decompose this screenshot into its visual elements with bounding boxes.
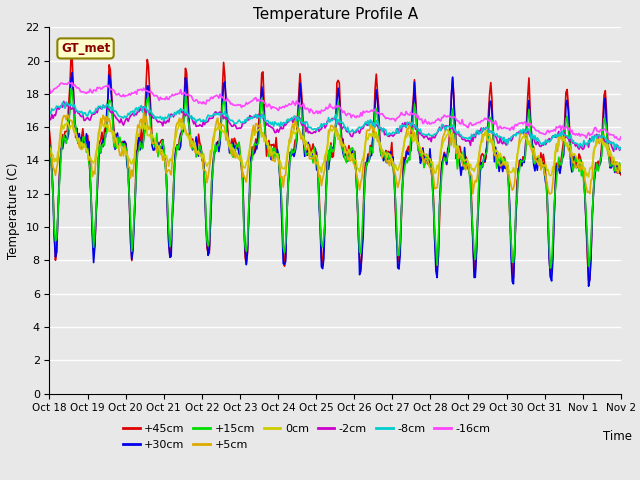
+30cm [288,153,296,158]
+5cm [45,149,53,155]
-8cm [225,115,232,120]
+45cm [68,55,76,60]
+45cm [585,277,593,283]
Line: +15cm: +15cm [49,88,621,268]
+15cm [567,145,575,151]
-8cm [62,99,70,105]
Line: +45cm: +45cm [49,58,621,280]
+45cm [288,149,296,155]
+45cm [394,247,401,252]
+5cm [367,125,374,131]
-8cm [566,135,573,141]
Line: -8cm: -8cm [49,102,621,149]
-8cm [394,131,401,136]
-8cm [616,146,623,152]
-2cm [60,98,68,104]
0cm [288,135,296,141]
-16cm [394,115,401,120]
-8cm [467,136,474,142]
-16cm [288,101,296,107]
-8cm [288,117,296,123]
Y-axis label: Temperature (C): Temperature (C) [7,162,20,259]
-16cm [616,137,623,143]
Line: +30cm: +30cm [49,73,621,286]
+30cm [367,153,374,159]
-2cm [225,119,232,124]
-16cm [45,86,53,92]
+30cm [585,283,593,289]
+5cm [288,125,296,131]
+45cm [467,171,474,177]
0cm [45,145,53,151]
+5cm [225,137,232,143]
+5cm [469,191,477,197]
-8cm [617,145,625,151]
-8cm [367,117,374,123]
+5cm [394,185,401,191]
-2cm [45,117,53,122]
+15cm [547,265,554,271]
-2cm [394,126,401,132]
+15cm [67,85,75,91]
+30cm [394,265,401,271]
0cm [394,168,401,173]
Legend: +45cm, +30cm, +15cm, +5cm, 0cm, -2cm, -8cm, -16cm: +45cm, +30cm, +15cm, +5cm, 0cm, -2cm, -8… [118,420,495,454]
+30cm [225,139,232,145]
+15cm [394,252,401,258]
Line: -2cm: -2cm [49,101,621,151]
Title: Temperature Profile A: Temperature Profile A [253,7,418,22]
+30cm [617,163,625,169]
0cm [467,162,474,168]
-2cm [288,115,296,121]
+15cm [45,142,53,148]
+45cm [225,136,232,142]
0cm [175,119,183,125]
-16cm [225,97,232,103]
+45cm [367,143,374,148]
Line: 0cm: 0cm [49,122,621,177]
+30cm [566,135,573,141]
+5cm [467,171,474,177]
Line: +5cm: +5cm [49,113,621,194]
-16cm [367,108,374,114]
0cm [617,165,625,171]
+5cm [140,110,148,116]
+30cm [467,177,474,183]
-16cm [617,134,625,140]
-2cm [617,145,625,151]
+45cm [566,125,573,131]
+15cm [467,182,474,188]
-2cm [467,143,474,148]
Line: -16cm: -16cm [49,83,621,140]
+45cm [617,172,625,178]
+5cm [617,168,625,174]
+45cm [45,129,53,134]
+15cm [225,139,232,144]
+30cm [68,70,76,76]
+30cm [45,142,53,148]
X-axis label: Time: Time [604,430,632,443]
0cm [585,174,593,180]
Text: GT_met: GT_met [61,42,110,55]
0cm [367,131,374,137]
0cm [566,143,573,149]
-8cm [45,108,53,114]
-16cm [467,120,474,125]
-2cm [566,139,573,144]
-16cm [566,125,573,131]
+15cm [367,144,374,150]
-16cm [65,80,72,85]
+5cm [567,153,575,158]
0cm [225,141,232,147]
-2cm [610,148,618,154]
-2cm [367,120,374,125]
+15cm [617,168,625,174]
+15cm [288,146,296,152]
